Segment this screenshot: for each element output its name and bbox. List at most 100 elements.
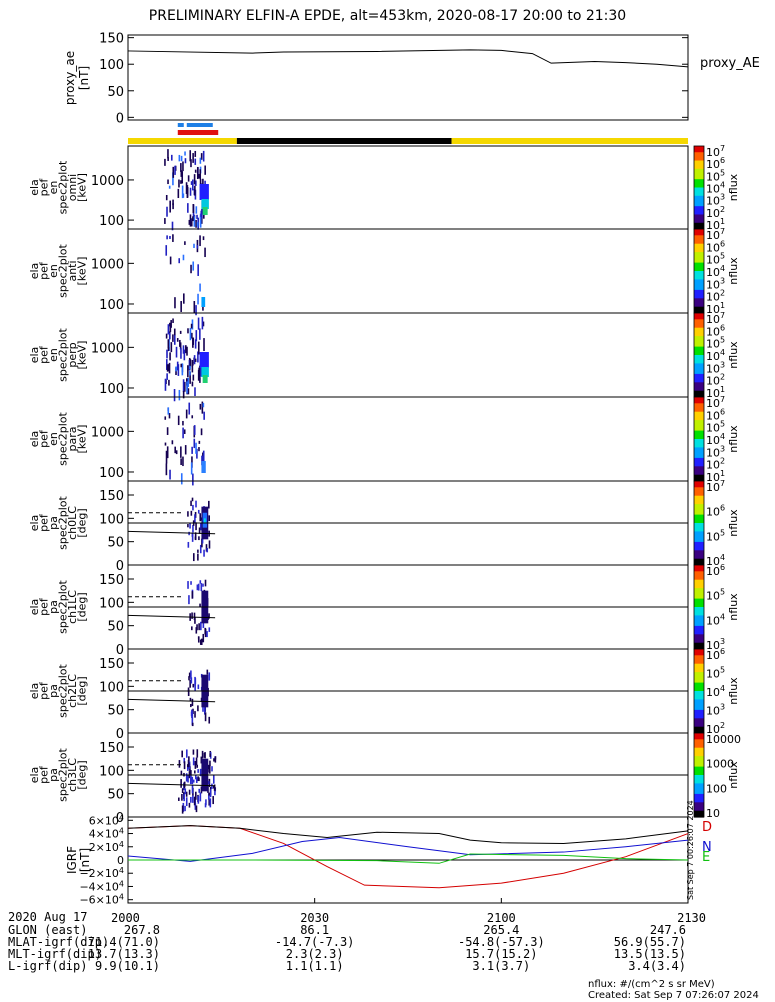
spec2plot_anti-pixel	[165, 245, 168, 256]
spec2plot_anti-colorbar-segment	[694, 277, 704, 280]
spec2plot_ch1LC-colorbar-segment	[694, 621, 704, 625]
spec2plot_anti-colorbar-segment	[694, 252, 704, 255]
spec2plot_para-ylabel: ela	[28, 431, 41, 448]
spec2plot_ch0LC-colorbar-segment	[694, 485, 704, 488]
spec2plot_ch3LC-pixel	[214, 788, 216, 796]
spec2plot_ch0LC-colorbar-segment	[694, 550, 704, 553]
ephemeris-value: 13.7(13.3)	[88, 947, 160, 961]
spec2plot_perp-colorbar-segment	[694, 338, 704, 341]
spec2plot_ch0LC-pixel	[198, 527, 201, 534]
spec2plot_ch3LC-colorbar-segment	[694, 758, 704, 761]
spec2plot_ch3LC-pixel	[199, 792, 202, 802]
spec2plot_para-ytick-label: 100	[99, 466, 124, 481]
spec2plot_ch3LC-pixel	[208, 799, 210, 806]
spec2plot_para-colorbar-segment	[694, 439, 704, 442]
spec2plot_ch1LC-colorbar-segment	[694, 592, 704, 595]
spec2plot_ch3LC-pixel	[213, 758, 215, 762]
spec2plot_omni-pixel	[192, 204, 195, 213]
spec2plot_ch2LC-colorbar-segment	[694, 655, 704, 658]
spec2plot_omni-colorbar-segment	[694, 146, 704, 149]
spec2plot_omni-pixel	[174, 165, 176, 175]
spec2plot_ch2LC-colorbar-segment	[694, 707, 704, 711]
spec2plot_ch2LC-colorbar-segment	[694, 703, 704, 707]
spec2plot_ch2LC-pixel	[190, 703, 192, 708]
status-yellow-bar	[451, 138, 688, 144]
spec2plot_ch2LC-colorbar-segment	[694, 705, 704, 709]
ephemeris-row-label: L-igrf(dip)	[8, 959, 87, 973]
igrf-ytick-label: 4×104	[89, 827, 124, 841]
spec2plot_perp-colorbar-segment	[694, 329, 704, 333]
spec2plot_anti-colorbar-segment	[694, 264, 704, 268]
spec2plot_para-colorbar-segment	[694, 430, 704, 434]
spec2plot_ch1LC-pixel	[199, 603, 201, 607]
spec2plot_perp-ylabel: pef	[38, 345, 51, 364]
spec2plot_ch1LC-colorbar-segment	[694, 579, 704, 583]
spec2plot_para-ylabel: spec2plot	[57, 412, 70, 466]
spec2plot_ch3LC-ylabel: ch3LC	[66, 758, 79, 792]
spec2plot_perp-pixel	[178, 389, 181, 401]
spec2plot_ch3LC-pixel	[180, 779, 182, 788]
spec2plot_ch3LC-colorbar-segment	[694, 772, 704, 776]
spec2plot_ch3LC-pixel	[183, 757, 186, 764]
spec2plot_ch3LC-pixel	[192, 757, 195, 766]
spec2plot_ch1LC-colorbar-segment	[694, 571, 704, 574]
spec2plot_omni-pixel	[195, 180, 197, 186]
spec2plot_ch3LC-colorbar-segment	[694, 806, 704, 810]
spec2plot_ch2LC-colorbar-segment	[694, 649, 704, 652]
igrf-ytick-label: 6×104	[89, 813, 124, 827]
spec2plot_omni-colorbar-label: nflux	[727, 173, 740, 201]
spec2plot_ch3LC-colorbar-segment	[694, 756, 704, 759]
spec2plot_anti-pixel	[174, 297, 176, 309]
spec2plot_perp-pixel	[182, 345, 185, 354]
spec2plot_anti-colorbar-segment	[694, 231, 704, 234]
spec2plot_ch1LC-colorbar-segment	[694, 640, 704, 644]
spec2plot_para-pixel	[200, 428, 203, 436]
spec2plot_anti-colorbar-segment	[694, 268, 704, 272]
spec2plot_ch3LC-pixel	[194, 803, 197, 810]
spec2plot_ch3LC-colorbar-segment	[694, 764, 704, 768]
spec2plot_perp-ytick-label: 1000	[91, 341, 124, 356]
spec2plot_perp-colorbar-segment	[694, 367, 704, 371]
spec2plot_ch2LC-loss-cone-line	[127, 698, 216, 703]
spec2plot_omni-pixel	[169, 200, 171, 213]
spec2plot_perp-pixel	[189, 370, 191, 376]
spec2plot_ch3LC-pixel	[185, 791, 188, 797]
spec2plot_ch1LC-pixel	[197, 583, 200, 591]
spec2plot_anti-colorbar-label: nflux	[727, 257, 740, 285]
spec2plot_perp-pixel	[175, 346, 178, 358]
spec2plot_ch0LC-pixel	[192, 553, 195, 562]
spec2plot_ch1LC-ylabel: pef	[38, 597, 51, 616]
spec2plot_perp-pixel	[175, 366, 177, 372]
spec2plot_perp-colorbar-segment	[694, 392, 704, 396]
spec2plot_ch3LC-pixel	[209, 789, 212, 798]
spec2plot_omni-pixel	[200, 153, 203, 160]
status-blue-marker	[186, 123, 213, 127]
spec2plot_ch3LC-pixel	[196, 764, 199, 768]
spec2plot_ch1LC-ylabel: spec2plot	[57, 580, 70, 634]
spec2plot_perp-pixel	[181, 363, 184, 376]
spec2plot_perp-colorbar-segment	[694, 363, 704, 367]
spec2plot_ch1LC-pixel	[191, 612, 193, 619]
spec2plot_anti-colorbar-segment	[694, 241, 704, 245]
spec2plot_perp-colorbar-segment	[694, 376, 704, 379]
spec2plot_ch3LC-colorbar-tick: 1000	[706, 758, 734, 771]
spec2plot_omni-pixel	[178, 179, 180, 188]
spec2plot_omni-pixel	[180, 180, 182, 184]
spec2plot_para-colorbar-segment	[694, 468, 704, 472]
spec2plot_ch3LC-pixel	[195, 757, 198, 766]
spec2plot_para-pixel	[202, 450, 205, 461]
spec2plot_ch3LC-colorbar-segment	[694, 741, 704, 745]
spec2plot_para-colorbar-segment	[694, 413, 704, 417]
spec2plot_anti-pixel	[184, 241, 186, 245]
spec2plot_ch3LC-colorbar-tick: 100	[706, 782, 727, 795]
spec2plot_ch3LC-pixel	[194, 770, 196, 774]
spec2plot_ch3LC-pixel	[180, 770, 183, 776]
spec2plot_ch0LC-colorbar-segment	[694, 497, 704, 501]
spec2plot_anti-pixel	[197, 264, 199, 276]
spec2plot_ch3LC-colorbar-segment	[694, 743, 704, 747]
spec2plot_ch2LC-colorbar-segment	[694, 686, 704, 690]
spec2plot_ch3LC-colorbar-segment	[694, 737, 704, 740]
igrf-ylabel: [nT]	[78, 848, 92, 872]
spec2plot_perp-pixel	[172, 318, 174, 324]
spec2plot_ch1LC-loss-cone-line	[127, 614, 216, 619]
